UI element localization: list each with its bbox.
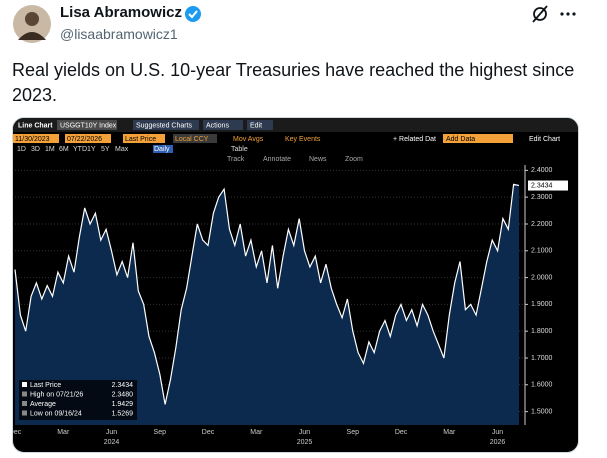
legend-value: 1.9429 [112,401,134,408]
toolbar-text: Edit [250,122,262,129]
toolbar-text: Suggested Charts [136,122,193,129]
author-handle[interactable]: @lisaabramowicz1 [60,26,178,42]
toolbar-text: Annotate [263,156,291,163]
toolbar-text: Zoom [345,156,363,163]
x-tick-label: Jun [492,429,503,436]
y-tick-label: 2.2000 [531,221,553,228]
x-tick-label: Dec [395,429,408,436]
legend-label: Low on 09/16/24 [30,410,82,417]
x-tick-label: Mar [57,429,70,436]
toolbar-text: USGGT10Y Index [60,122,117,129]
frequency-box [153,145,173,153]
year-label: 2024 [104,439,120,446]
toolbar-text: Table [231,146,248,153]
x-tick-label: Mar [443,429,456,436]
add-data-box[interactable] [443,134,513,143]
date-box [13,134,59,143]
legend-value: 1.5269 [112,410,134,417]
legend-value: 2.3434 [112,382,134,389]
toolbar-text: Daily [154,146,170,153]
toolbar-text: YTD [73,146,87,153]
line [14,183,520,405]
x-tick-label: Sep [154,429,167,436]
toolbar-text: Local CCY [175,136,209,143]
toolbar-text: 1M [45,146,55,153]
legend-label: High on 07/21/26 [30,391,83,398]
legend-swatch [22,391,27,397]
toolbar-text: Actions [206,122,229,129]
year-label: 2025 [297,439,313,446]
chart-image[interactable]: Line Chart USGGT10Y Index Suggested Charts… [12,117,579,453]
toolbar-text: Track [227,156,245,163]
toolbar-text: News [309,156,327,163]
chart: Line Chart USGGT10Y Index Suggested Charts… [13,118,578,446]
menu-button[interactable] [247,120,273,130]
menu-button[interactable] [203,120,243,130]
y-tick-label: 1.5000 [531,408,553,415]
ticker-box [57,120,117,130]
verified-badge [185,6,201,22]
y-tick-label: 1.9000 [531,301,553,308]
toolbar-text: Max [115,146,129,153]
area [15,184,519,425]
post-text: Real yields on U.S. 10-year Treasuries h… [12,60,575,105]
menu-button[interactable] [133,120,199,130]
x-tick-label: Sep [347,429,360,436]
legend-swatch [22,401,27,406]
legend-swatch [22,382,27,387]
toolbar-text: 1Y [87,146,96,153]
toolbar-text: Line Chart [18,122,53,129]
y-tick-label: 2.0000 [531,274,553,281]
x-tick-label: Mar [250,429,263,436]
author-name[interactable]: Lisa Abramowicz [60,4,182,21]
x-tick-label: Dec [202,429,215,436]
legend-label: Average [30,401,56,408]
legend-label: Last Price [30,382,61,389]
y-tick-label: 2.4000 [531,167,553,174]
last-value-label: 2.3434 [531,182,553,189]
field-box [123,134,165,143]
toolbar-text: 1D [17,146,26,153]
date-box [65,134,111,143]
toolbar-text: + Related Dat [393,136,436,143]
toolbar-text: Add Data [446,136,475,143]
toolbar-text: 6M [59,146,69,153]
toolbar-text: 5Y [101,146,110,153]
x-tick-label: Dec [13,429,22,436]
toolbar-text: Key Events [285,136,321,143]
legend-swatch [22,410,27,416]
y-tick-label: 1.8000 [531,328,553,335]
x-tick-label: Jun [299,429,310,436]
toolbar-text: 3D [31,146,40,153]
last-value-tag [528,180,568,191]
field-box [173,134,217,143]
y-tick-label: 2.1000 [531,248,553,255]
legend-box [19,380,137,420]
toolbar-text: 07/22/2026 [67,136,102,143]
post-actions[interactable] [528,4,588,24]
toolbar-text: Mov Avgs [233,136,264,143]
y-tick-label: 2.3000 [531,194,553,201]
y-tick-label: 1.6000 [531,382,553,389]
toolbar-text: 11/30/2023 [15,136,50,143]
toolbar-text: Last Price [125,136,156,143]
avatar[interactable] [12,4,52,44]
y-tick-label: 1.7000 [531,355,553,362]
year-label: 2026 [490,439,506,446]
x-tick-label: Jun [106,429,117,436]
legend-value: 2.3480 [112,391,134,398]
toolbar-text: Edit Chart [529,136,560,143]
